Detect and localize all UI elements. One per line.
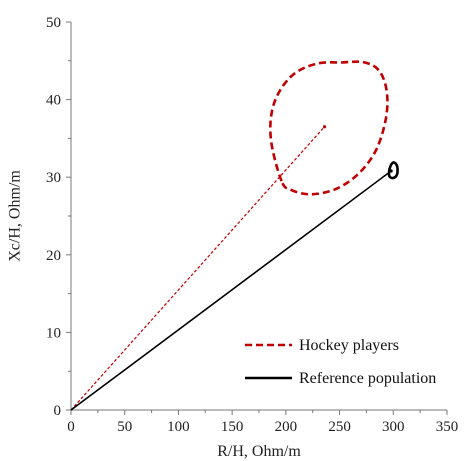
legend: Hockey players Reference population — [245, 337, 436, 387]
y-tick-label: 20 — [46, 248, 61, 264]
legend-label-hockey-players: Hockey players — [299, 337, 399, 354]
x-tick-label: 50 — [117, 419, 132, 435]
x-axis-title: R/H, Ohm/m — [217, 443, 301, 460]
x-tick-label: 350 — [436, 419, 459, 435]
ticks: 0 50 100 150 200 250 300 350 0 10 20 30 40 50 — [46, 15, 458, 435]
vector-line-reference-population — [70, 170, 392, 411]
x-tick-label: 200 — [275, 419, 298, 435]
vector-line-hockey-players — [70, 126, 325, 411]
y-axis-title: Xc/H, Ohm/m — [7, 170, 24, 262]
x-tick-label: 150 — [221, 419, 244, 435]
y-tick-label: 30 — [46, 170, 61, 186]
x-tick-label: 0 — [67, 419, 75, 435]
mean-point-reference-population — [389, 169, 393, 173]
legend-label-reference-population: Reference population — [299, 370, 436, 387]
confidence-ellipse-hockey-players — [269, 60, 389, 196]
y-tick-label: 0 — [54, 403, 62, 419]
x-tick-label: 250 — [328, 419, 351, 435]
y-tick-label: 40 — [46, 93, 61, 109]
y-tick-label: 10 — [46, 325, 61, 341]
confidence-ellipse-reference-population — [387, 161, 399, 180]
x-tick-label: 300 — [382, 419, 405, 435]
y-tick-label: 50 — [46, 15, 61, 31]
mean-point-hockey-players — [322, 125, 327, 129]
x-tick-label: 100 — [167, 419, 190, 435]
marks — [70, 60, 399, 411]
